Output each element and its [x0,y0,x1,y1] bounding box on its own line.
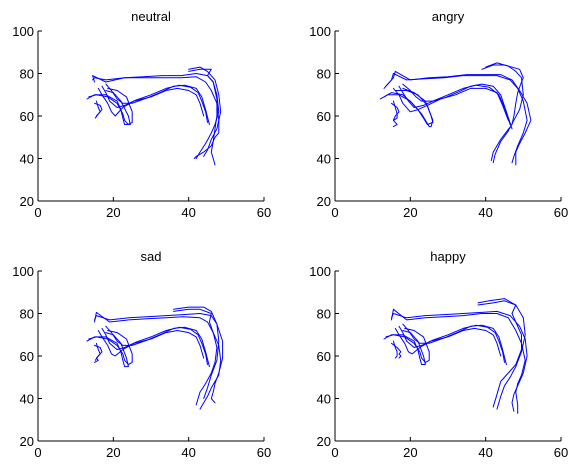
y-tick-label: 100 [12,264,34,279]
y-tick-label: 100 [12,24,34,39]
x-tick-label: 60 [554,445,568,460]
y-tick-label: 80 [20,67,34,82]
x-tick-label: 0 [331,445,338,460]
x-tick-label: 0 [34,205,41,220]
y-tick-label: 80 [20,307,34,322]
x-tick-label: 20 [106,445,120,460]
x-tick-label: 60 [257,445,271,460]
chart-title: sad [141,249,162,264]
chart-title: happy [430,249,466,264]
x-tick-label: 0 [331,205,338,220]
x-tick-label: 40 [181,445,195,460]
y-tick-label: 60 [317,109,331,124]
y-tick-label: 60 [20,109,34,124]
x-tick-label: 40 [478,205,492,220]
y-tick-label: 40 [20,152,34,167]
x-tick-label: 20 [403,445,417,460]
chart-title: neutral [131,9,171,24]
x-tick-label: 60 [257,205,271,220]
y-tick-label: 60 [20,349,34,364]
y-tick-label: 40 [317,152,331,167]
chart-title: angry [432,9,465,24]
x-tick-label: 20 [106,205,120,220]
y-tick-label: 20 [20,194,34,209]
y-tick-label: 60 [317,349,331,364]
y-tick-label: 80 [317,67,331,82]
y-tick-label: 100 [309,264,331,279]
x-tick-label: 20 [403,205,417,220]
x-tick-label: 0 [34,445,41,460]
y-tick-label: 20 [317,434,331,449]
x-tick-label: 60 [554,205,568,220]
y-tick-label: 80 [317,307,331,322]
y-tick-label: 20 [20,434,34,449]
y-tick-label: 100 [309,24,331,39]
y-tick-label: 40 [20,392,34,407]
y-tick-label: 20 [317,194,331,209]
x-tick-label: 40 [478,445,492,460]
x-tick-label: 40 [181,205,195,220]
y-tick-label: 40 [317,392,331,407]
